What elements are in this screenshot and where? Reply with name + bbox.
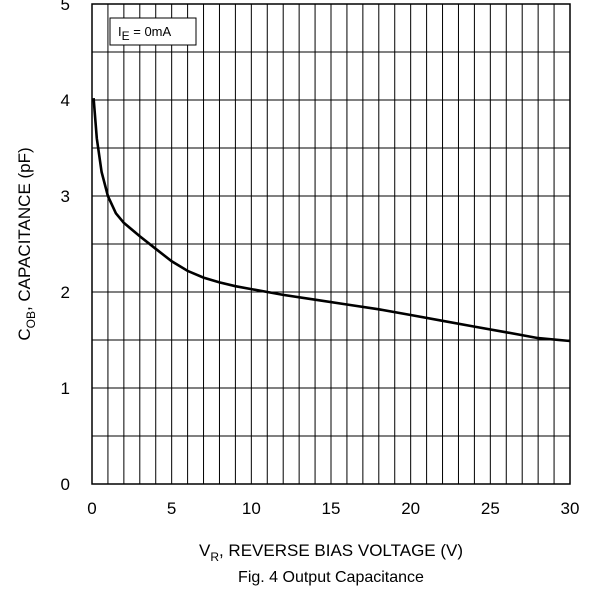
plot-frame: [91, 3, 571, 485]
y-tick-label: 2: [61, 283, 70, 302]
figure-caption: Fig. 4 Output Capacitance: [238, 569, 424, 586]
y-tick-label: 0: [61, 475, 70, 494]
x-tick-label: 25: [481, 499, 500, 518]
series-line-cob: [92, 97, 571, 343]
legend-background: [109, 17, 197, 46]
x-tick-label: 5: [167, 499, 176, 518]
y-axis-label: COB, CAPACITANCE (pF): [15, 147, 38, 340]
y-tick-labels: 0 1 2 3 4 5: [61, 0, 70, 494]
y-tick-label: 1: [61, 379, 70, 398]
legend-box: IE = 0mA: [109, 17, 197, 46]
legend-label: IE = 0mA: [118, 24, 172, 43]
x-tick-label: 10: [242, 499, 261, 518]
x-tick-label: 0: [87, 499, 96, 518]
x-tick-label: 20: [401, 499, 420, 518]
y-tick-label: 5: [61, 0, 70, 14]
chart-grid: [91, 3, 571, 485]
x-tick-labels: 0 5 10 15 20 25 30: [87, 499, 579, 518]
y-tick-label: 3: [61, 187, 70, 206]
y-tick-label: 4: [61, 91, 70, 110]
x-axis-label: VR, REVERSE BIAS VOLTAGE (V): [199, 541, 463, 564]
x-tick-label: 15: [322, 499, 341, 518]
x-tick-label: 30: [561, 499, 580, 518]
